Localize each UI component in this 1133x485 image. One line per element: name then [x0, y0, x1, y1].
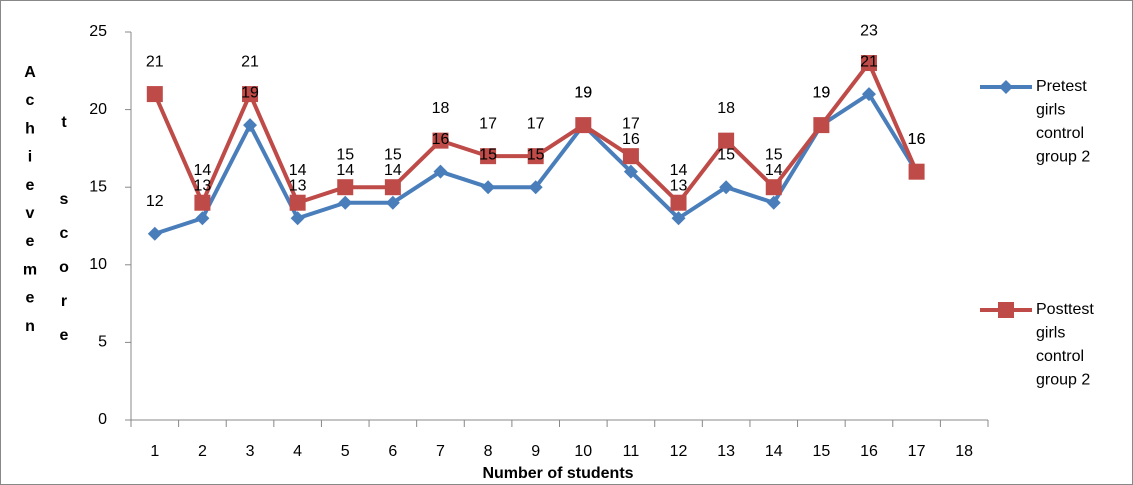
- marker: [765, 179, 782, 196]
- marker: [481, 180, 496, 195]
- data-label: 17: [479, 115, 497, 132]
- marker: [813, 117, 830, 134]
- data-label: 15: [384, 146, 402, 163]
- data-label: 21: [241, 53, 259, 70]
- data-label: 14: [194, 162, 212, 179]
- x-tick-label: 4: [293, 443, 302, 460]
- y-tick-label: 0: [98, 411, 107, 428]
- marker: [861, 87, 876, 102]
- data-label: 14: [670, 162, 688, 179]
- data-label: 16: [432, 131, 450, 148]
- x-tick-label: 14: [765, 443, 783, 460]
- marker: [290, 211, 305, 226]
- marker: [146, 86, 163, 103]
- data-label: 21: [860, 53, 878, 70]
- y-tick-label: 15: [89, 178, 107, 195]
- data-label: 12: [146, 193, 164, 210]
- data-label: 15: [479, 146, 497, 163]
- data-label: 19: [574, 84, 592, 101]
- data-label: 15: [336, 146, 354, 163]
- marker: [622, 148, 639, 165]
- x-tick-label: 7: [436, 443, 445, 460]
- y-tick-label: 5: [98, 334, 107, 351]
- data-label: 19: [812, 84, 830, 101]
- x-tick-label: 1: [150, 443, 159, 460]
- marker: [670, 194, 687, 211]
- marker: [575, 117, 592, 134]
- marker: [338, 195, 353, 210]
- marker: [527, 148, 544, 165]
- marker: [147, 226, 162, 241]
- marker: [242, 86, 259, 103]
- marker: [385, 195, 400, 210]
- data-label: 15: [765, 146, 783, 163]
- y-tick-label: 10: [89, 256, 107, 273]
- data-label: 21: [146, 53, 164, 70]
- x-tick-label: 16: [860, 443, 878, 460]
- data-label: 13: [670, 177, 688, 194]
- marker: [623, 164, 638, 179]
- data-label: 18: [432, 100, 450, 117]
- x-tick-label: 10: [574, 443, 592, 460]
- data-label: 14: [384, 162, 402, 179]
- data-label: 15: [527, 146, 545, 163]
- x-tick-label: 2: [198, 443, 207, 460]
- x-tick-label: 9: [531, 443, 540, 460]
- data-label: 19: [574, 84, 592, 101]
- x-tick-label: 15: [812, 443, 830, 460]
- marker: [337, 179, 354, 196]
- x-tick-label: 6: [388, 443, 397, 460]
- marker: [999, 80, 1013, 94]
- legend-label: Pretest girls control group 2: [1036, 78, 1090, 166]
- marker: [860, 55, 877, 72]
- x-tick-label: 3: [246, 443, 255, 460]
- marker: [766, 195, 781, 210]
- data-label: 14: [765, 162, 783, 179]
- y-tick-label: 20: [89, 101, 107, 118]
- y-tick-label: 25: [89, 23, 107, 40]
- marker: [433, 164, 448, 179]
- data-label: 16: [908, 131, 926, 148]
- marker: [384, 179, 401, 196]
- x-tick-label: 18: [955, 443, 973, 460]
- marker: [194, 194, 211, 211]
- x-tick-label: 8: [484, 443, 493, 460]
- marker: [671, 211, 686, 226]
- data-label: 16: [908, 131, 926, 148]
- data-label: 15: [717, 146, 735, 163]
- marker: [195, 211, 210, 226]
- marker: [718, 132, 735, 149]
- x-tick-label: 11: [623, 443, 640, 460]
- data-label: 16: [622, 131, 640, 148]
- data-label: 14: [336, 162, 354, 179]
- marker: [998, 302, 1014, 318]
- legend-label: Posttest girls control group 2: [1036, 301, 1094, 389]
- data-label: 17: [622, 115, 640, 132]
- data-label: 19: [812, 84, 830, 101]
- marker: [432, 132, 449, 149]
- marker: [243, 118, 258, 133]
- marker: [908, 163, 925, 180]
- data-label: 23: [860, 22, 878, 39]
- marker: [528, 180, 543, 195]
- data-label: 18: [717, 100, 735, 117]
- marker: [289, 194, 306, 211]
- data-label: 14: [289, 162, 307, 179]
- data-label: 17: [527, 115, 545, 132]
- data-label: 13: [194, 177, 212, 194]
- data-label: 13: [289, 177, 307, 194]
- marker: [480, 148, 497, 165]
- marker: [719, 180, 734, 195]
- x-axis-label: Number of students: [482, 465, 633, 482]
- x-tick-label: 12: [670, 443, 688, 460]
- data-label: 19: [241, 84, 259, 101]
- x-tick-label: 13: [717, 443, 735, 460]
- x-tick-label: 17: [908, 443, 926, 460]
- x-tick-label: 5: [341, 443, 350, 460]
